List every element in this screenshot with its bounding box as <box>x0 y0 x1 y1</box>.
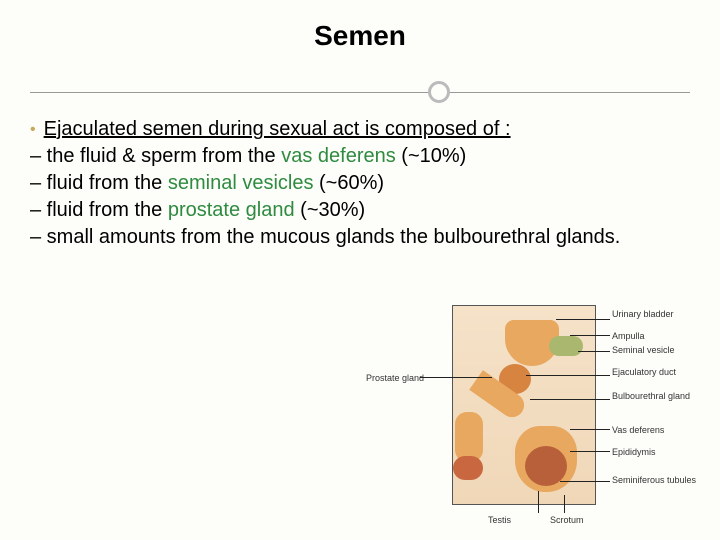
lead-ampulla <box>570 335 610 336</box>
label-prostate: Prostate gland <box>366 373 424 383</box>
line-1-post: (~10%) <box>396 145 467 167</box>
line-1: – the fluid & sperm from the vas deferen… <box>30 143 690 170</box>
lead-semtub <box>560 481 610 482</box>
lead-scrotum <box>564 495 565 513</box>
line-2: – fluid from the seminal vesicles (~60%) <box>30 170 690 197</box>
line-3-term: prostate gland <box>168 199 295 221</box>
label-semtub: Seminiferous tubules <box>612 475 696 485</box>
lead-seminal <box>578 351 610 352</box>
content-block: • Ejaculated semen during sexual act is … <box>30 116 690 251</box>
label-vas: Vas deferens <box>612 425 664 435</box>
label-testis: Testis <box>488 515 511 525</box>
line-3-post: (~30%) <box>295 199 366 221</box>
label-ejac: Ejaculatory duct <box>612 367 676 377</box>
line-2-post: (~60%) <box>313 172 384 194</box>
line-1-term: vas deferens <box>281 145 396 167</box>
line-3-pre: – fluid from the <box>30 199 168 221</box>
lead-bladder <box>556 319 610 320</box>
label-scrotum: Scrotum <box>550 515 584 525</box>
lead-vas <box>570 429 610 430</box>
label-epid: Epididymis <box>612 447 656 457</box>
line-2-pre: – fluid from the <box>30 172 168 194</box>
label-seminal: Seminal vesicle <box>612 345 675 355</box>
line-2-term: seminal vesicles <box>168 172 314 194</box>
lead-epid <box>570 451 610 452</box>
testis-shape <box>525 446 567 486</box>
lead-testis <box>538 491 539 513</box>
slide-title: Semen <box>30 20 690 52</box>
tip-shape <box>453 456 483 480</box>
lead-ejac <box>526 375 610 376</box>
divider-circle-icon <box>428 81 450 103</box>
slide-container: Semen • Ejaculated semen during sexual a… <box>0 0 720 540</box>
label-bladder: Urinary bladder <box>612 309 674 319</box>
anatomy-diagram: Prostate gland Urinary bladder Ampulla S… <box>360 295 700 530</box>
line-3: – fluid from the prostate gland (~30%) <box>30 197 690 224</box>
bullet-text: Ejaculated semen during sexual act is co… <box>44 116 511 143</box>
lead-prostate <box>420 377 492 378</box>
divider-line <box>30 92 690 93</box>
bullet-icon: • <box>30 116 36 143</box>
label-ampulla: Ampulla <box>612 331 645 341</box>
label-bulbo: Bulbourethral gland <box>612 391 690 401</box>
title-divider <box>30 80 690 104</box>
main-bullet: • Ejaculated semen during sexual act is … <box>30 116 690 143</box>
lead-bulbo <box>530 399 610 400</box>
vesicle-shape <box>549 336 583 356</box>
line-1-pre: – the fluid & sperm from the <box>30 145 281 167</box>
line-4: – small amounts from the mucous glands t… <box>30 224 690 251</box>
shaft-shape-2 <box>455 412 483 462</box>
